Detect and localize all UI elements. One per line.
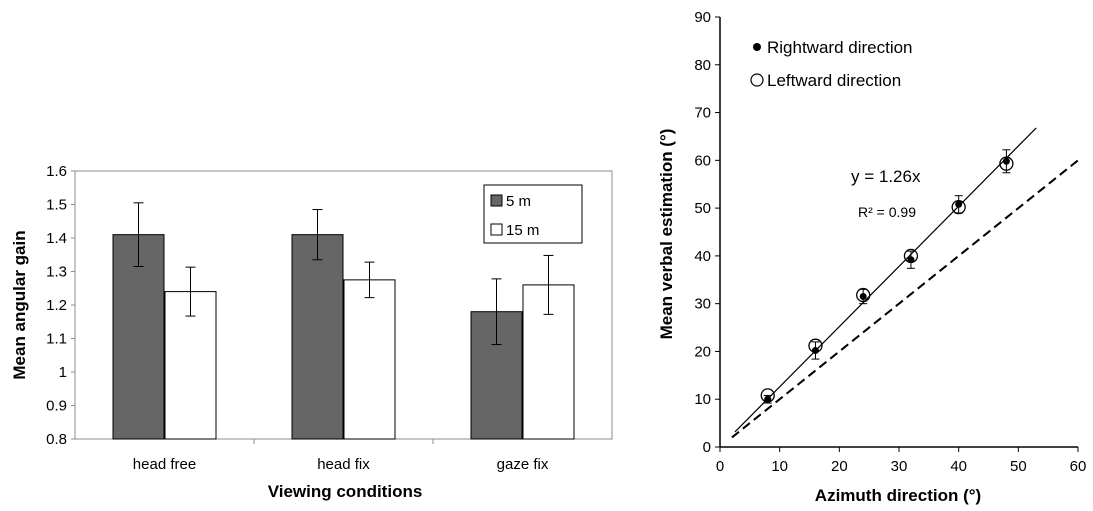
y-axis-title: Mean verbal estimation (°) (657, 129, 676, 340)
point-rightward (907, 256, 915, 264)
identity-line (731, 159, 1079, 439)
x-tick-label: head fix (317, 456, 370, 473)
y-tick-label: 20 (694, 343, 711, 360)
y-tick-label: 60 (694, 152, 711, 169)
bars (112, 202, 575, 440)
legend-label-leftward: Leftward direction (767, 71, 901, 90)
legend-swatch-5m (490, 194, 503, 207)
scatter-chart: 0 10 20 30 40 50 60 70 80 90 0 10 20 30 40 50 60 Azimut… (657, 9, 1086, 505)
y-tick-label: 1 (59, 364, 67, 381)
x-tick-label: head free (133, 456, 196, 473)
fit-line (734, 127, 1037, 433)
y-tick-label: 1.4 (46, 230, 67, 247)
x-tick-label: 50 (1010, 458, 1027, 475)
y-tick-label: 90 (694, 9, 711, 26)
y-tick-label: 40 (694, 248, 711, 265)
point-leftward (808, 338, 823, 353)
x-tick-label: 10 (771, 458, 788, 475)
point-rightward (859, 293, 867, 300)
reference-lines (731, 127, 1079, 439)
legend-label-rightward: Rightward direction (767, 38, 913, 57)
x-tick-label: gaze fix (497, 456, 549, 473)
bar-5m-head-fix (291, 234, 344, 440)
x-axis-ticks: head free head fix gaze fix (133, 439, 549, 473)
legend-label-5m: 5 m (506, 193, 531, 210)
point-leftward (999, 156, 1014, 171)
legend-swatch-15m (490, 223, 503, 236)
point-leftward (903, 248, 919, 264)
y-tick-label: 1.3 (46, 264, 67, 281)
point-rightward (811, 346, 819, 354)
y-axis-title: Mean angular gain (10, 230, 29, 379)
legend: Rightward direction Leftward direction (750, 38, 913, 90)
y-tick-label: 10 (694, 391, 711, 408)
y-axis-ticks: 0 10 20 30 40 50 60 70 80 90 (694, 9, 720, 456)
bar-15m-head-fix (343, 279, 396, 440)
legend-marker-leftward (750, 73, 764, 87)
legend-marker-rightward (753, 43, 761, 51)
point-rightward (1002, 157, 1010, 165)
y-tick-label: 30 (694, 296, 711, 313)
y-tick-label: 1.2 (46, 297, 67, 314)
fit-equation: y = 1.26x (851, 167, 921, 186)
y-axis-ticks: 0.8 0.9 1 1.1 1.2 1.3 1.4 1.5 1.6 (46, 163, 75, 448)
point-leftward (856, 287, 871, 303)
y-tick-label: 0.9 (46, 398, 67, 415)
point-leftward (951, 200, 966, 215)
r-squared: R² = 0.99 (858, 204, 916, 220)
x-tick-label: 0 (716, 458, 724, 475)
bar-chart: 0.80.911.11.21.31.41.51.6 head free head … (10, 163, 613, 501)
x-tick-label: 40 (950, 458, 967, 475)
x-axis-title: Azimuth direction (°) (815, 486, 981, 505)
y-tick-label: 50 (694, 200, 711, 217)
x-tick-label: 20 (831, 458, 848, 475)
x-axis-ticks: 0 10 20 30 40 50 60 (716, 447, 1087, 475)
y-tick-label: 70 (694, 105, 711, 122)
x-axis-title: Viewing conditions (268, 482, 423, 501)
legend-label-15m: 15 m (506, 222, 539, 239)
point-rightward (764, 395, 772, 403)
point-rightward (955, 200, 963, 208)
bar-5m-head-free (112, 234, 165, 440)
y-tick-label: 0.8 (46, 431, 67, 448)
y-tick-label: 0 (703, 439, 711, 456)
y-tick-label: 80 (694, 57, 711, 74)
y-tick-label: 1.5 (46, 197, 67, 214)
legend: 5 m 15 m (483, 184, 583, 244)
point-leftward (760, 388, 775, 403)
y-tick-label: 1.6 (46, 163, 67, 180)
y-tick-label: 1.1 (46, 331, 67, 348)
x-tick-label: 60 (1070, 458, 1087, 475)
x-tick-label: 30 (891, 458, 908, 475)
data-points (760, 149, 1014, 404)
